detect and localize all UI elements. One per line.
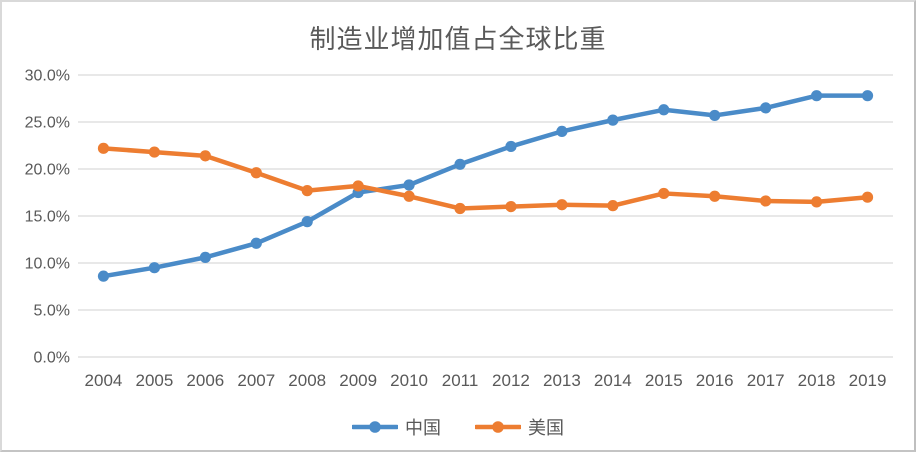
y-tick-label: 0.0% — [34, 350, 70, 367]
data-point-marker — [250, 167, 262, 179]
legend-item-1: 美国 — [475, 414, 564, 440]
legend: 中国 美国 — [2, 414, 914, 440]
y-tick-label: 10.0% — [25, 256, 70, 273]
data-point-marker — [97, 270, 110, 282]
y-tick-label: 15.0% — [25, 209, 70, 226]
data-point-marker — [199, 150, 211, 162]
legend-line-marker-icon — [475, 421, 521, 433]
data-point-marker — [810, 196, 823, 208]
y-tick-label: 20.0% — [25, 162, 70, 179]
data-point-marker — [250, 237, 262, 249]
data-point-marker — [861, 90, 874, 102]
data-point-marker — [709, 109, 721, 122]
series-line-0 — [101, 93, 870, 279]
x-tick-label: 2016 — [696, 371, 734, 390]
data-point-marker — [97, 142, 110, 154]
data-point-marker — [810, 90, 823, 102]
x-tick-label: 2006 — [186, 371, 224, 390]
series-line-1 — [101, 146, 870, 211]
x-tick-label: 2005 — [135, 371, 173, 390]
data-point-marker — [556, 199, 568, 211]
data-point-marker — [199, 251, 211, 263]
legend-label: 美国 — [528, 418, 564, 438]
data-point-marker — [658, 187, 670, 200]
y-tick-label: 30.0% — [25, 68, 70, 85]
data-point-marker — [454, 158, 466, 170]
legend-item-0: 中国 — [352, 414, 441, 440]
legend-label: 中国 — [405, 418, 441, 438]
x-tick-label: 2019 — [849, 371, 887, 390]
x-tick-label: 2004 — [85, 371, 123, 390]
x-tick-label: 2013 — [543, 371, 581, 390]
data-point-marker — [760, 102, 772, 114]
data-point-marker — [301, 216, 313, 228]
data-point-marker — [556, 125, 568, 137]
data-point-marker — [607, 200, 619, 212]
y-tick-label: 25.0% — [25, 115, 70, 132]
x-tick-label: 2014 — [594, 371, 632, 390]
x-tick-label: 2012 — [492, 371, 530, 390]
data-point-marker — [505, 140, 517, 153]
x-tick-label: 2010 — [390, 371, 428, 390]
data-point-marker — [148, 146, 161, 158]
x-tick-label: 2008 — [288, 371, 326, 390]
x-tick-label: 2017 — [747, 371, 785, 390]
legend-line-marker-icon — [352, 421, 398, 433]
data-point-marker — [505, 201, 517, 213]
data-point-marker — [352, 180, 364, 192]
x-tick-label: 2015 — [645, 371, 683, 390]
x-tick-label: 2009 — [339, 371, 377, 390]
x-tick-label: 2011 — [442, 371, 479, 390]
data-point-marker — [403, 179, 415, 191]
x-tick-label: 2007 — [237, 371, 275, 390]
data-point-marker — [760, 195, 772, 207]
data-point-marker — [709, 190, 721, 202]
data-point-marker — [301, 185, 313, 197]
chart-title: 制造业增加值占全球比重 — [309, 24, 607, 54]
data-point-marker — [861, 191, 874, 203]
data-point-marker — [403, 190, 415, 202]
data-point-marker — [454, 202, 466, 215]
y-tick-label: 5.0% — [34, 303, 70, 320]
data-point-marker — [658, 104, 670, 116]
x-tick-label: 2018 — [798, 371, 836, 390]
data-point-marker — [607, 114, 619, 126]
data-point-marker — [148, 262, 161, 274]
